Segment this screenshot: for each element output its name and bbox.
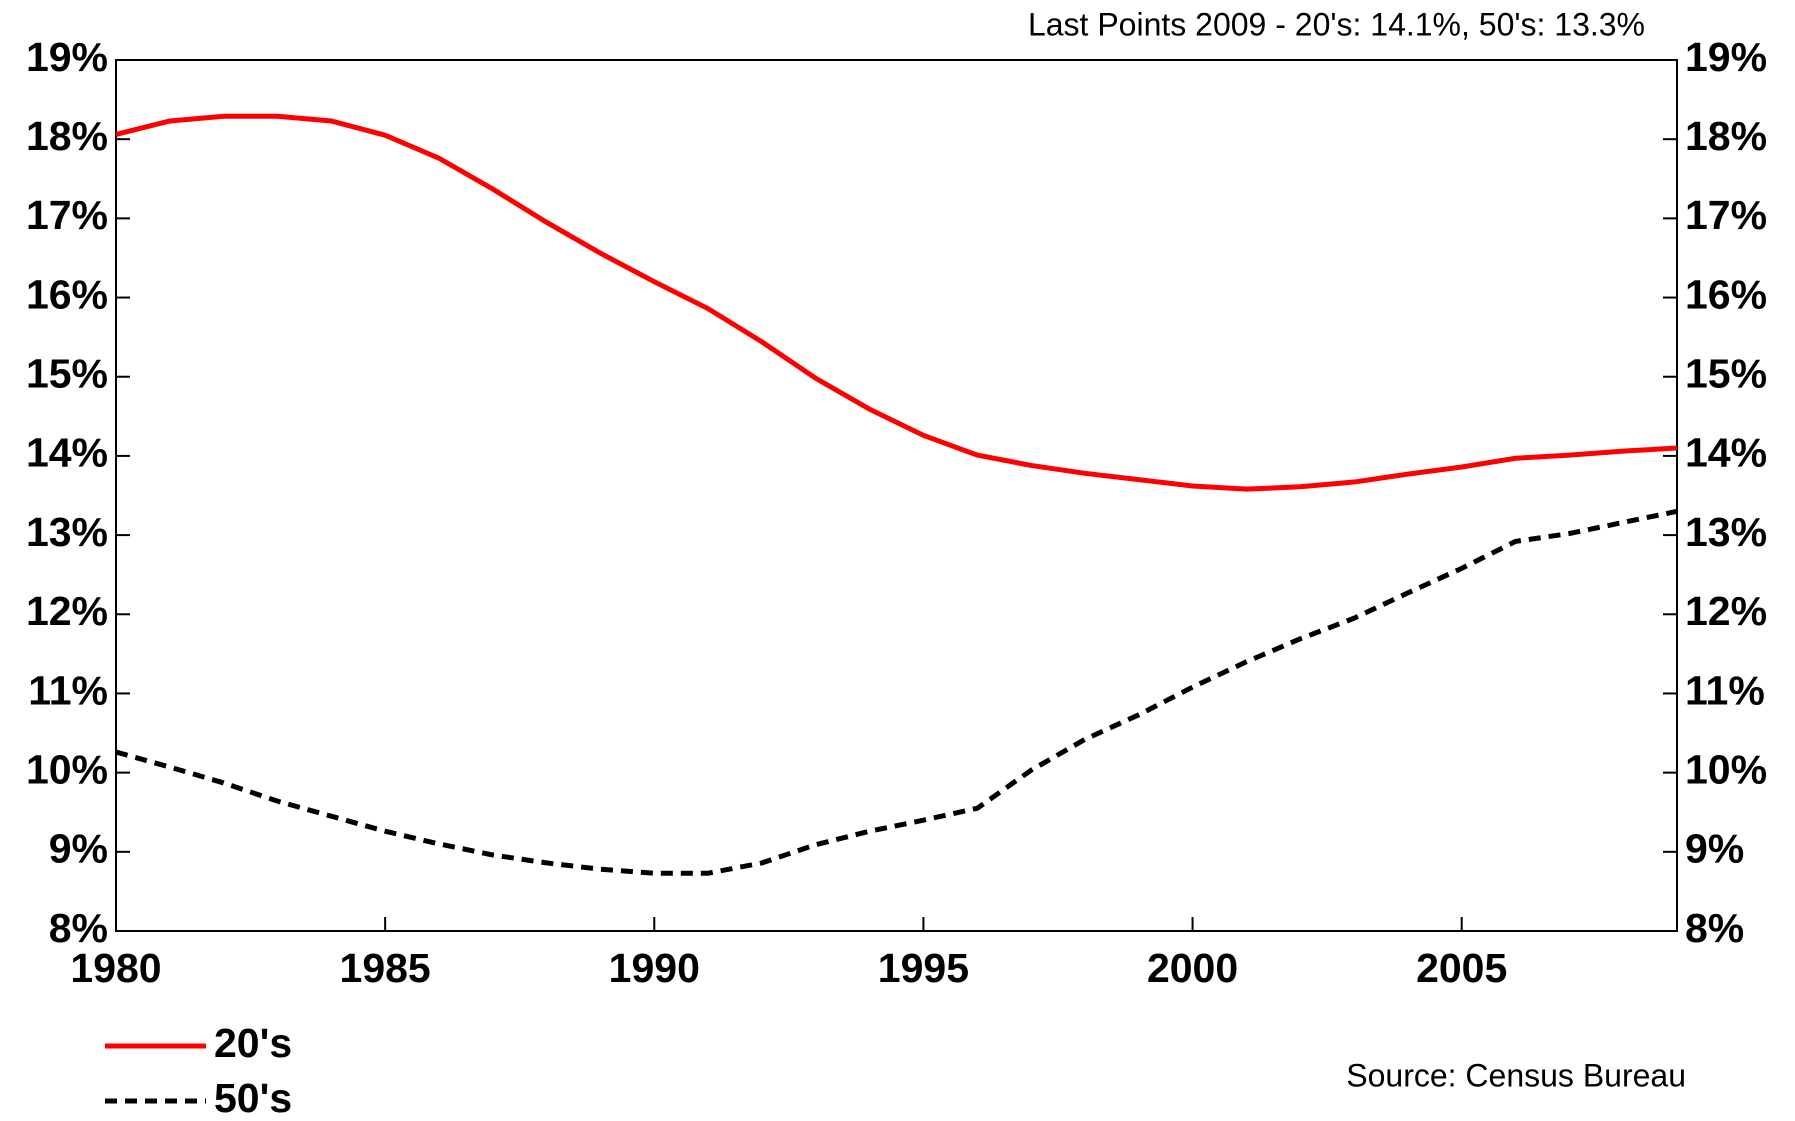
series-line bbox=[115, 508, 1678, 876]
x-tick-label: 1985 bbox=[340, 945, 431, 991]
y2-tick-label: 19% bbox=[1685, 34, 1767, 80]
x-tick-label: 1980 bbox=[70, 945, 161, 991]
x-tick-label: 1990 bbox=[609, 945, 700, 991]
y2-tick-label: 8% bbox=[1685, 905, 1744, 951]
y-tick-label: 9% bbox=[49, 826, 108, 872]
y2-tick-label: 9% bbox=[1685, 826, 1744, 872]
y2-tick-label: 16% bbox=[1685, 271, 1767, 317]
y2-tick-label: 15% bbox=[1685, 351, 1767, 397]
y-tick-label: 13% bbox=[26, 509, 108, 555]
y2-tick-label: 14% bbox=[1685, 430, 1767, 476]
x-tick-label: 2000 bbox=[1147, 945, 1238, 991]
y-tick-label: 10% bbox=[26, 746, 108, 792]
y-tick-label: 15% bbox=[26, 351, 108, 397]
x-tick-label: 2005 bbox=[1416, 945, 1507, 991]
y-tick-label: 19% bbox=[26, 34, 108, 80]
y2-tick-label: 13% bbox=[1685, 509, 1767, 555]
legend-label: 20's bbox=[214, 1020, 292, 1066]
legend-label: 50's bbox=[214, 1075, 292, 1121]
x-tick-label: 1995 bbox=[878, 945, 969, 991]
annotation: Last Points 2009 - 20's: 14.1%, 50's: 13… bbox=[1028, 6, 1645, 42]
y2-tick-label: 12% bbox=[1685, 588, 1767, 634]
series-line bbox=[115, 113, 1678, 492]
y-tick-label: 11% bbox=[28, 667, 108, 713]
y-tick-label: 14% bbox=[26, 430, 108, 476]
y-tick-label: 12% bbox=[26, 588, 108, 634]
plot-frame bbox=[115, 59, 1678, 932]
y2-tick-label: 11% bbox=[1685, 667, 1765, 713]
y2-tick-label: 17% bbox=[1685, 192, 1767, 238]
source: Source: Census Bureau bbox=[1346, 1057, 1686, 1093]
y2-tick-label: 18% bbox=[1685, 113, 1767, 159]
y-tick-label: 17% bbox=[26, 192, 108, 238]
y-tick-label: 8% bbox=[49, 905, 108, 951]
y2-tick-label: 10% bbox=[1685, 746, 1767, 792]
y-tick-label: 16% bbox=[26, 271, 108, 317]
y-tick-label: 18% bbox=[26, 113, 108, 159]
